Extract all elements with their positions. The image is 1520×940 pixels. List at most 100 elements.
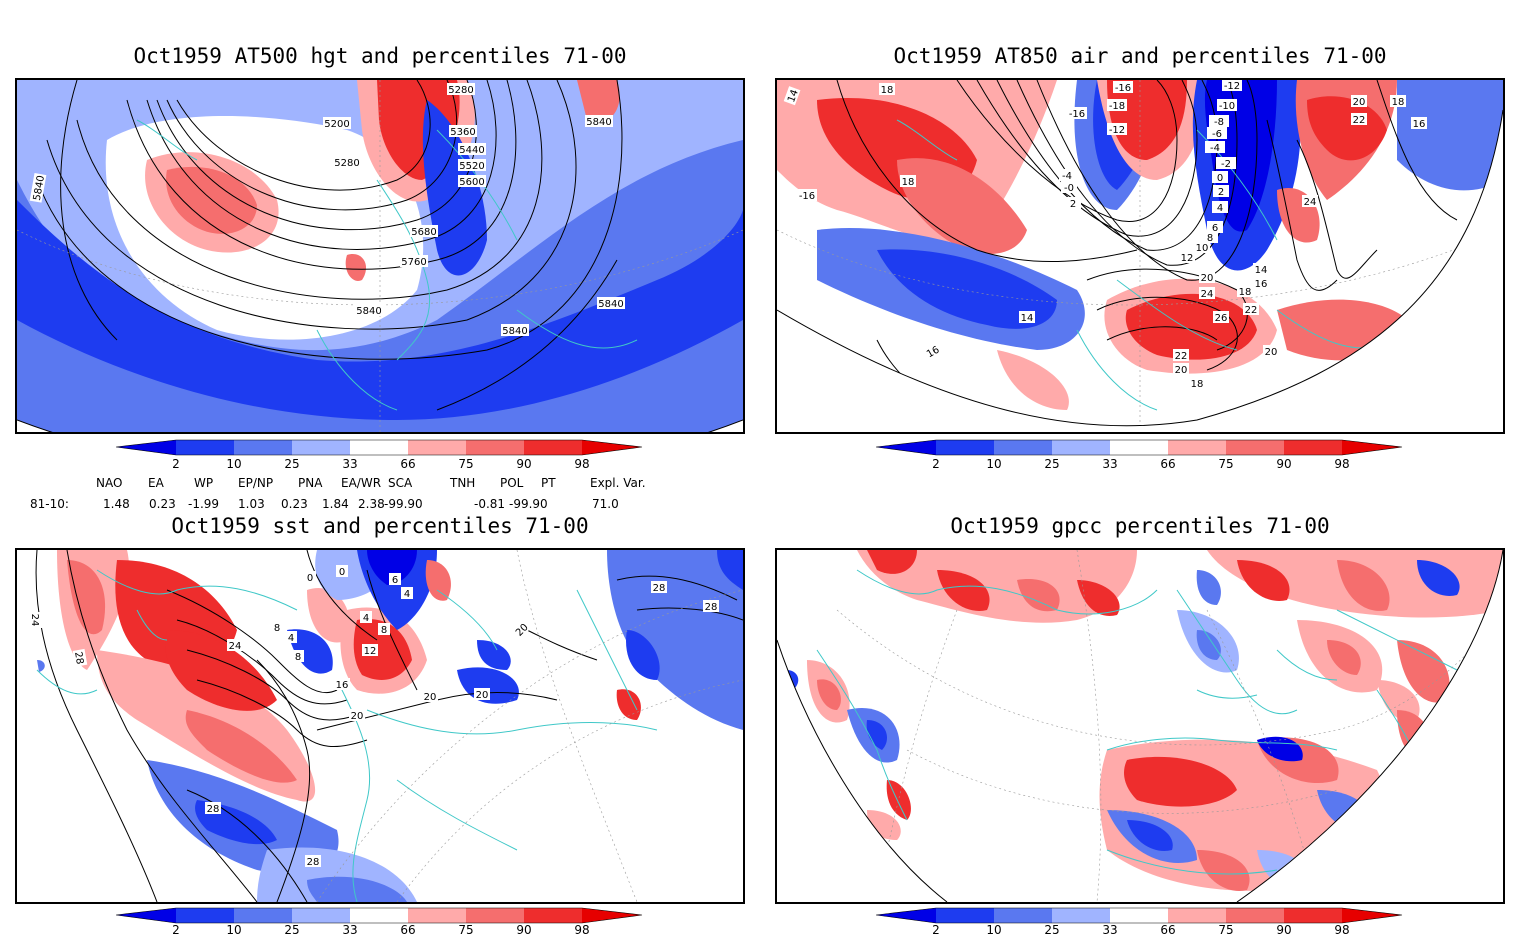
cbar-tick: 10 (226, 923, 242, 937)
contour-label: 4 (363, 613, 369, 624)
index-value: -1.99 (188, 497, 220, 511)
contour-label: 10 (1196, 243, 1209, 254)
contour-label: -10 (1219, 101, 1235, 112)
contour-label: 2 (1218, 187, 1224, 198)
contour-label: 28 (653, 583, 666, 594)
contour-label: 22 (1245, 305, 1258, 316)
cbar-tick: 33 (1102, 457, 1118, 471)
cbar-tick: 98 (574, 923, 590, 937)
cbar-tick: 33 (342, 923, 358, 937)
cbar-tick: 66 (400, 457, 416, 471)
cbar-tick: 2 (172, 923, 180, 937)
contour-label: -12 (1109, 125, 1125, 136)
colorbar-swatches (875, 439, 1403, 456)
contour-label: 5520 (459, 161, 484, 172)
contour-labels-sst: 0 0 6 4 24 8 4 4 8 12 8 16 20 20 20 28 2… (29, 565, 719, 868)
contour-label: 24 (1304, 197, 1317, 208)
index-value: 2.38 (358, 497, 385, 511)
cbar-swatch (1342, 440, 1402, 455)
map-hgt500-svg: 5280 5200 5360 5440 5280 5520 5600 5840 … (17, 80, 743, 432)
contour-label: 6 (392, 575, 398, 586)
contour-label: 5440 (459, 145, 484, 156)
index-header: EP/NP (238, 476, 274, 490)
colorbar-bottom-right: 2 10 25 33 66 75 90 98 (875, 906, 1406, 940)
contour-label: 16 (1413, 119, 1426, 130)
cbar-tick: 10 (986, 457, 1002, 471)
panel-title-hgt500: Oct1959 AT500 hgt and percentiles 71-00 (133, 44, 627, 68)
index-value: 0.23 (149, 497, 176, 511)
cbar-tick: 75 (458, 457, 474, 471)
index-header: Expl. Var. (590, 476, 646, 490)
cbar-swatch (466, 440, 524, 455)
map-gpcc-svg (777, 550, 1503, 902)
cbar-swatch (408, 908, 466, 923)
cbar-swatch (292, 440, 350, 455)
cbar-tick: 90 (1276, 457, 1292, 471)
cbar-swatch (876, 440, 936, 455)
map-sst: 0 0 6 4 24 8 4 4 8 12 8 16 20 20 20 28 2… (15, 548, 745, 904)
contour-label: 4 (404, 589, 410, 600)
contour-label: 20 (476, 690, 489, 701)
contour-label: 5840 (32, 175, 47, 202)
contour-label: 14 (1255, 265, 1268, 276)
cbar-swatch (116, 440, 176, 455)
index-header: NAO (96, 476, 123, 490)
contour-label: -16 (1115, 83, 1131, 94)
index-header: PT (541, 476, 556, 490)
map-air850-svg: 14 18 -16 -16 -12 -10 -18 -12 -8 -6 -4 -… (777, 80, 1503, 427)
contour-label: 2 (1070, 199, 1076, 210)
contour-label: 5840 (502, 326, 527, 337)
map-gpcc (775, 548, 1505, 904)
contour-label: -16 (1069, 109, 1085, 120)
cbar-swatch (466, 908, 524, 923)
contour-label: 5600 (459, 177, 484, 188)
contour-label: 20 (1265, 347, 1278, 358)
contour-label: 5760 (401, 257, 426, 268)
cbar-tick: 66 (1160, 457, 1176, 471)
contour-label: 20 (1201, 273, 1214, 284)
index-header: EA (148, 476, 164, 490)
contour-label: 0 (1217, 173, 1223, 184)
cbar-swatch (1226, 908, 1284, 923)
contour-label: 5840 (356, 306, 381, 317)
cbar-swatch (994, 908, 1052, 923)
panel-title-sst: Oct1959 sst and percentiles 71-00 (171, 514, 589, 538)
contour-label: 20 (351, 711, 364, 722)
colorbar-swatches (115, 439, 643, 456)
cbar-tick: 98 (574, 457, 590, 471)
cbar-swatch (1284, 440, 1342, 455)
contour-label: 18 (1191, 379, 1204, 390)
panel-title-air850: Oct1959 AT850 air and percentiles 71-00 (893, 44, 1387, 68)
cbar-tick: 75 (458, 923, 474, 937)
cbar-swatch (350, 908, 408, 923)
contour-label: 28 (72, 651, 85, 665)
cbar-swatch (292, 908, 350, 923)
cbar-tick: 2 (932, 923, 940, 937)
cbar-swatch (1226, 440, 1284, 455)
index-header: WP (194, 476, 214, 490)
contour-label: 24 (229, 641, 242, 652)
contour-label: 28 (307, 857, 320, 868)
map-air850: 14 18 -16 -16 -12 -10 -18 -12 -8 -6 -4 -… (775, 78, 1505, 434)
contour-label: -18 (1109, 101, 1125, 112)
contour-label: 24 (1201, 289, 1214, 300)
contour-label: 18 (1239, 287, 1252, 298)
contour-label: 16 (336, 680, 349, 691)
panel-title-gpcc: Oct1959 gpcc percentiles 71-00 (950, 514, 1330, 538)
index-row-label: 81-10: (30, 497, 69, 511)
cbar-swatch (1110, 908, 1168, 923)
cbar-tick: 33 (342, 457, 358, 471)
contour-label: 6 (1212, 223, 1218, 234)
cbar-tick: 98 (1334, 923, 1350, 937)
contour-label: -8 (1214, 117, 1224, 128)
contour-label: 18 (881, 85, 894, 96)
contour-label: 8 (295, 652, 301, 663)
colorbar-swatches (875, 907, 1403, 924)
contour-label: 28 (705, 602, 718, 613)
contour-label: 0 (339, 567, 345, 578)
contour-label: 8 (381, 625, 387, 636)
contour-label: 20 (1353, 97, 1366, 108)
contour-label: -16 (799, 191, 815, 202)
contour-label: 0 (307, 573, 313, 584)
colorbar-top-left: 2 10 25 33 66 75 90 98 (115, 438, 646, 472)
